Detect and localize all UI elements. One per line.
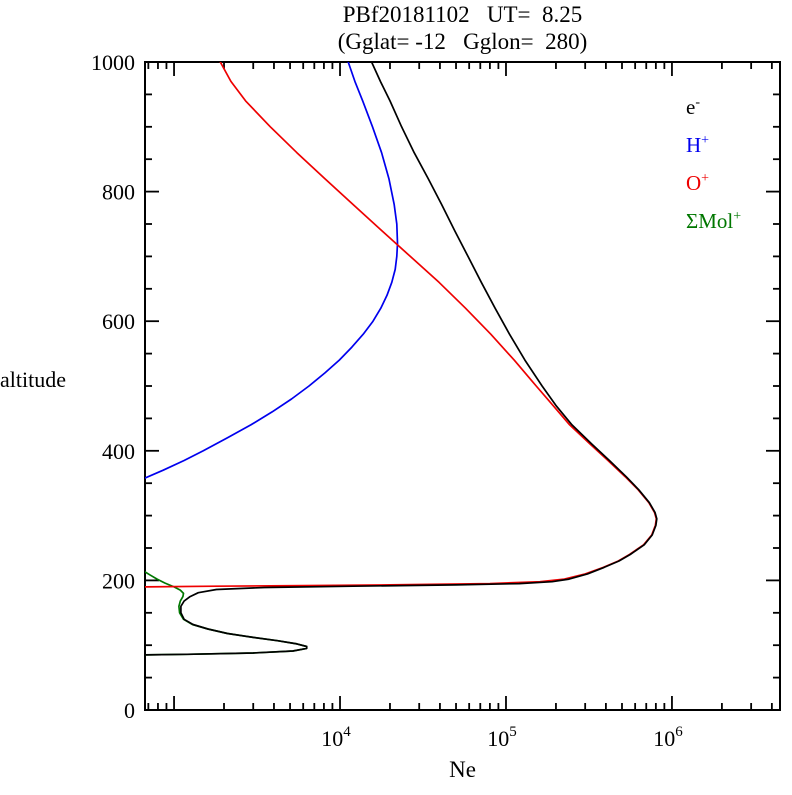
curve-molecular-ions: [145, 571, 308, 656]
legend-item-electron: e-: [686, 95, 700, 119]
curve-electron: [145, 62, 658, 656]
chart-title: PBf20181102 UT= 8.25: [342, 2, 583, 27]
legend: e- H+ O+ ΣMol+: [686, 88, 741, 240]
y-tick-label: 600: [102, 309, 135, 334]
legend-item-oxygen-ion: O+: [686, 171, 710, 195]
y-tick-labels: 0 200 400 600 800 1000: [91, 50, 135, 723]
axis-box: [144, 61, 781, 711]
y-tick-label: 200: [102, 568, 135, 593]
x-tick-label: 106: [653, 724, 683, 751]
legend-item-superscript: +: [701, 133, 710, 148]
y-tick-label: 800: [102, 180, 135, 205]
x-tick-label: 105: [487, 724, 517, 751]
x-tick-labels: 104 105 106: [321, 724, 683, 751]
curve-oxygen-ion: [145, 62, 658, 588]
x-axis-label: Ne: [449, 757, 476, 782]
y-axis-label: altitude: [0, 367, 66, 392]
y-tick-label: 1000: [91, 50, 135, 75]
chart-subtitle: (Gglat= -12 Gglon= 280): [337, 29, 588, 54]
legend-item-superscript: -: [695, 95, 700, 110]
x-tick-label: 104: [321, 724, 351, 751]
legend-item-superscript: +: [701, 171, 710, 186]
axis-ticks: [145, 61, 780, 711]
y-tick-label: 400: [102, 439, 135, 464]
legend-item-superscript: +: [733, 209, 742, 224]
y-tick-label: 0: [124, 698, 135, 723]
legend-item-hydrogen-ion: H+: [686, 133, 710, 157]
legend-item-molecular-ions: ΣMol+: [686, 209, 742, 233]
curve-hydrogen-ion: [145, 62, 399, 479]
